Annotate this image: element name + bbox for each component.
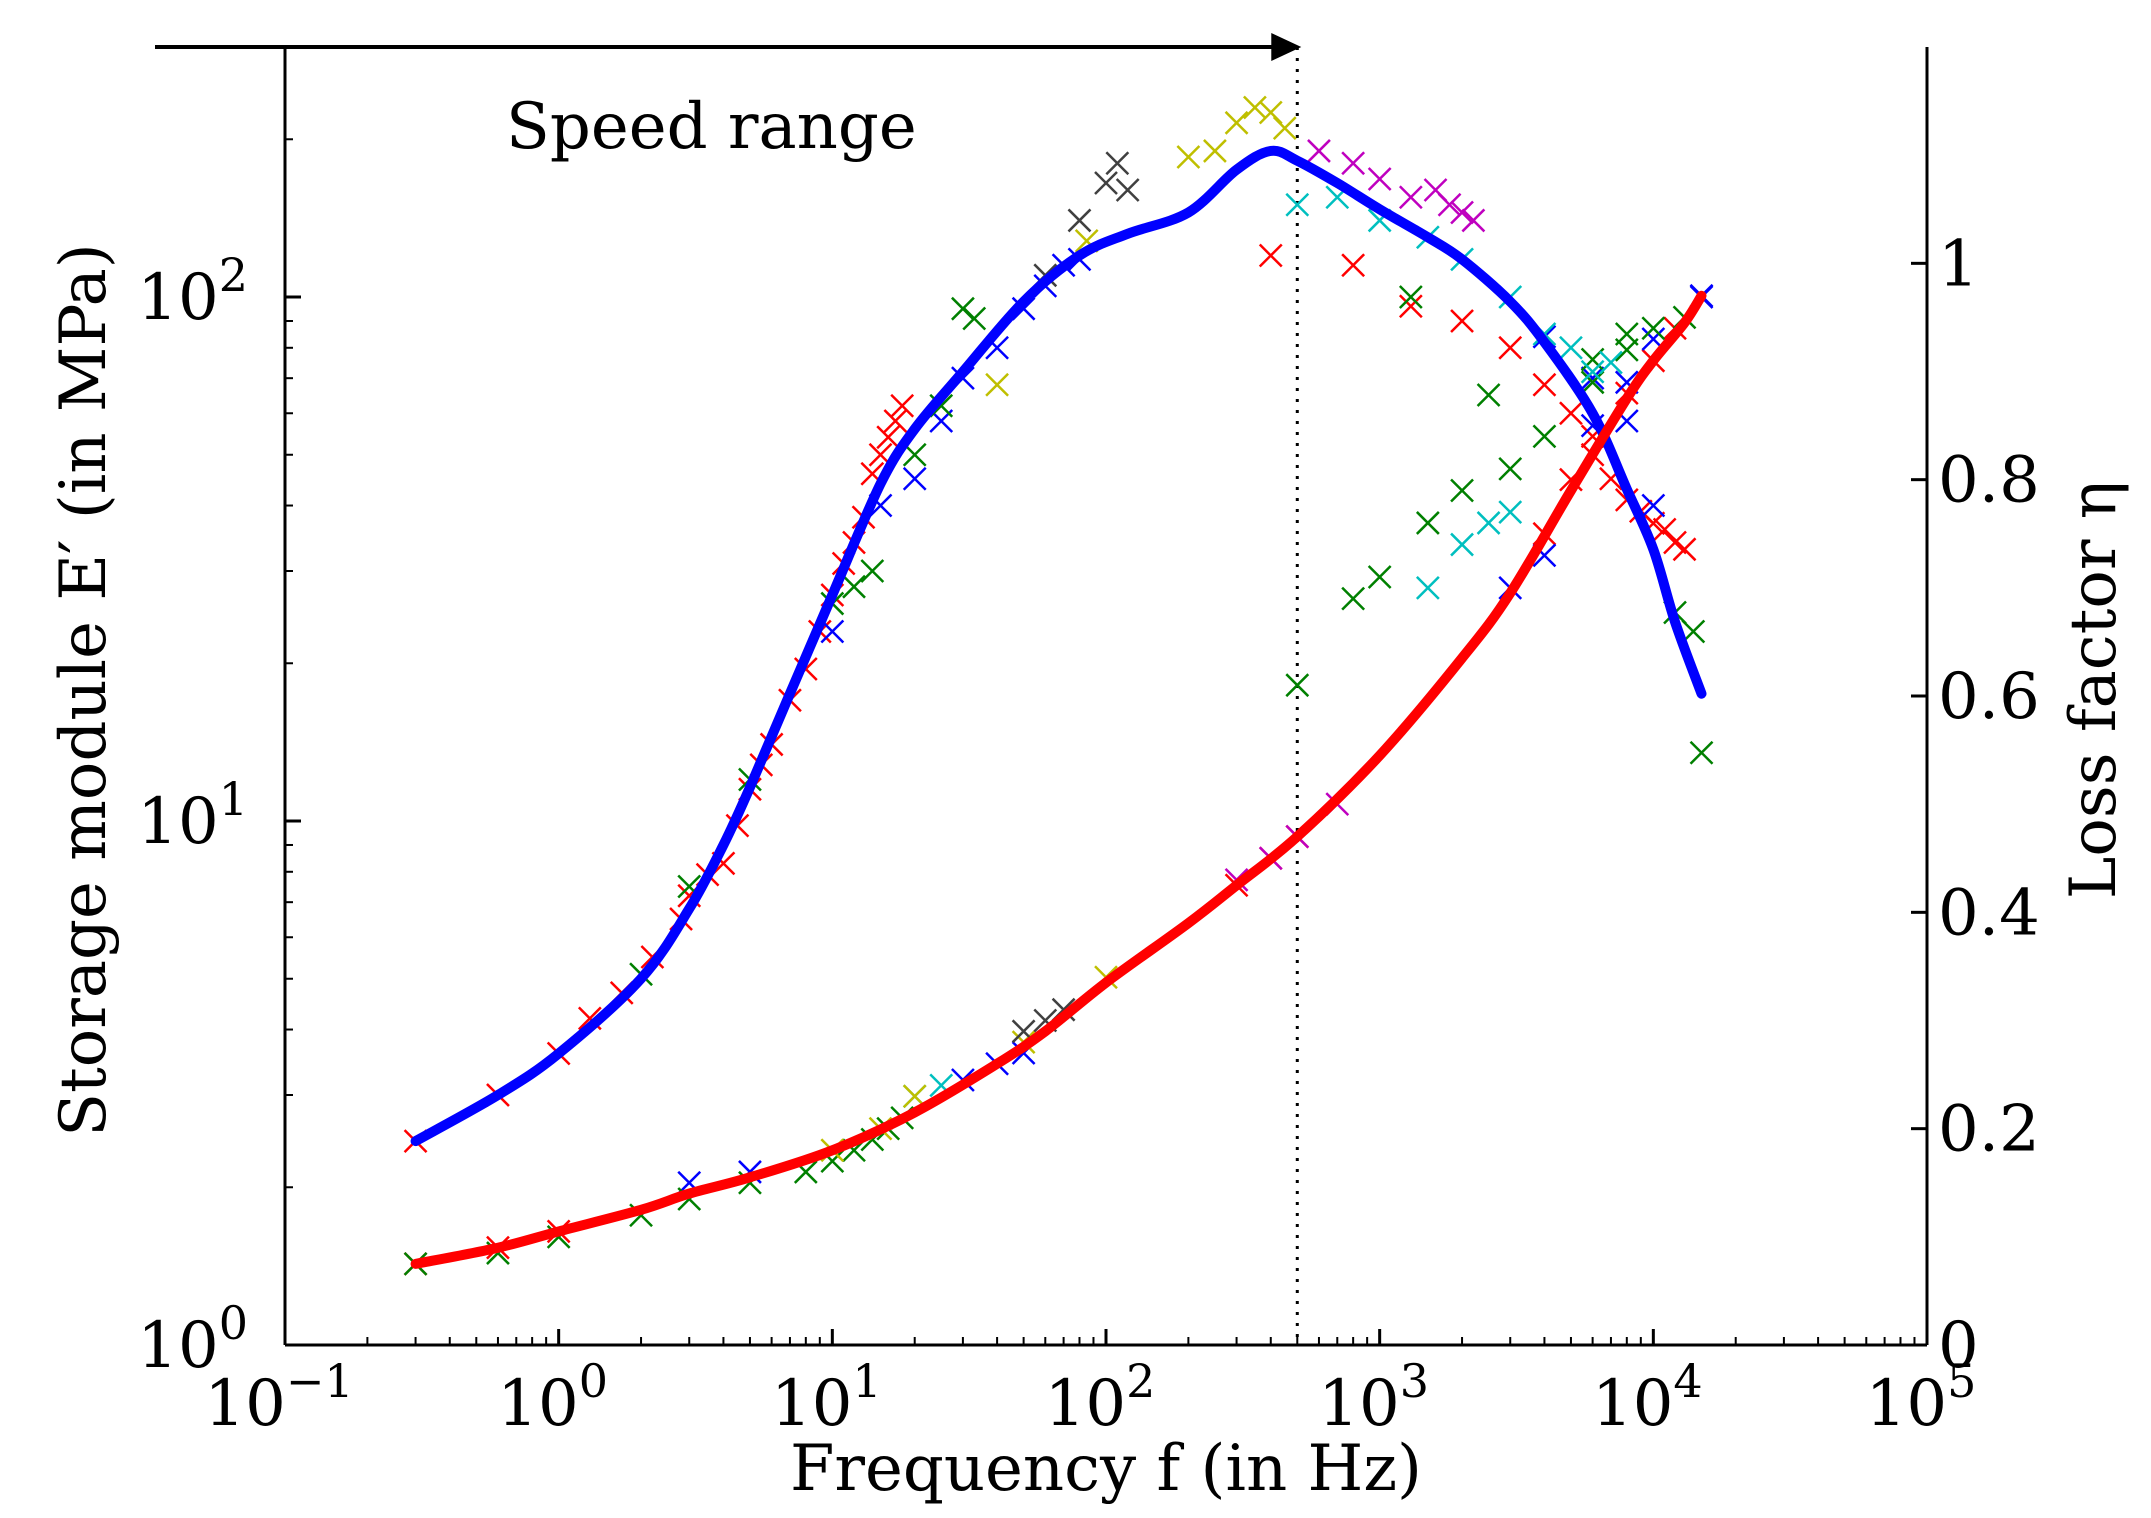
y-axis-label-right: Loss factor η [2057,481,2131,899]
x-tick-label: 104 [1592,1354,1703,1441]
storage-modulus-fit-curve [410,145,1707,1147]
curve-layer [410,145,1707,1269]
loss-factor-fit-curve [410,290,1707,1269]
storage-modulus-point [1067,208,1092,233]
storage-modulus-point [962,306,987,331]
tick-layer [283,46,1929,1347]
storage-modulus-point [1341,151,1366,176]
loss-factor-point [1614,337,1639,362]
storage-modulus-point [1461,208,1486,233]
storage-modulus-point [1532,372,1557,397]
storage-modulus-point [842,574,866,599]
storage-modulus-point [902,466,927,491]
storage-modulus-point [1498,335,1523,360]
y-right-tick-label: 0.2 [1938,1093,2040,1167]
storage-modulus-point [1398,294,1423,319]
storage-modulus-point [1559,401,1583,426]
tick-label-layer: 10−1 100 101 102 103 104 10510010110200.20.40.… [137,227,2040,1441]
loss-factor-point [1415,575,1440,600]
storage-modulus-point [1559,335,1583,360]
storage-modulus-point [1476,383,1501,407]
loss-factor-point [1415,511,1440,535]
storage-modulus-point [1307,139,1331,163]
storage-modulus-point [985,372,1009,397]
storage-modulus-point [876,425,901,450]
storage-modulus-point [1105,151,1130,176]
storage-modulus-point [1285,192,1310,217]
storage-modulus-point [1367,167,1392,191]
y-right-tick-label: 0.6 [1938,660,2040,734]
storage-modulus-point [1272,116,1297,141]
y-left-tick-label: 101 [137,772,248,859]
loss-factor-point [1498,456,1523,481]
loss-factor-point [1450,478,1474,503]
speed-range-label: Speed range [506,90,917,164]
storage-modulus-point [1258,243,1283,268]
y-right-tick-label: 1 [1938,227,1979,301]
storage-modulus-point [1115,178,1140,202]
storage-modulus-point [1450,200,1474,225]
storage-modulus-point [1437,192,1462,217]
x-tick-label: 101 [771,1354,882,1441]
storage-modulus-point [883,409,908,433]
storage-modulus-point [1203,139,1227,163]
loss-factor-point [1285,673,1310,698]
storage-modulus-point [1450,309,1474,333]
storage-modulus-point [1398,285,1423,309]
loss-factor-point [1367,565,1392,589]
storage-modulus-point [1176,145,1201,169]
x-tick-label: 10−1 [204,1354,353,1441]
y-right-tick-label: 0.8 [1938,444,2040,518]
storage-modulus-point [890,393,915,418]
x-tick-label: 103 [1318,1354,1429,1441]
storage-modulus-point [1243,95,1267,120]
x-tick-label: 100 [497,1354,608,1441]
y-right-tick-label: 0.4 [1938,876,2040,950]
loss-factor-point [1450,532,1474,557]
loss-factor-point [1532,424,1557,449]
x-axis-label: Frequency f (in Hz) [790,1432,1422,1506]
loss-factor-point [1641,316,1666,341]
storage-modulus-point [1094,171,1118,195]
loss-factor-point [1476,511,1501,535]
storage-modulus-point [860,559,885,583]
storage-modulus-point [1672,537,1697,562]
y-axis-label-left: Storage module E′ (in MPa) [47,243,121,1137]
loss-factor-point [1580,370,1605,395]
storage-modulus-point [1689,740,1714,765]
storage-modulus-point [1341,253,1366,278]
x-tick-label: 102 [1045,1354,1156,1441]
loss-factor-point [1498,500,1523,525]
storage-modulus-point [1580,366,1605,391]
storage-modulus-point [1224,110,1249,135]
y-right-tick-label: 0 [1938,1309,1979,1383]
speed-range-arrow-head [1271,33,1302,61]
storage-modulus-point [1398,185,1423,210]
storage-modulus-point [1652,517,1677,542]
y-left-tick-label: 102 [137,248,248,335]
loss-factor-point [1341,586,1366,611]
storage-modulus-point [1580,359,1605,384]
storage-modulus-point [1641,493,1666,518]
storage-modulus-point [1599,350,1623,375]
